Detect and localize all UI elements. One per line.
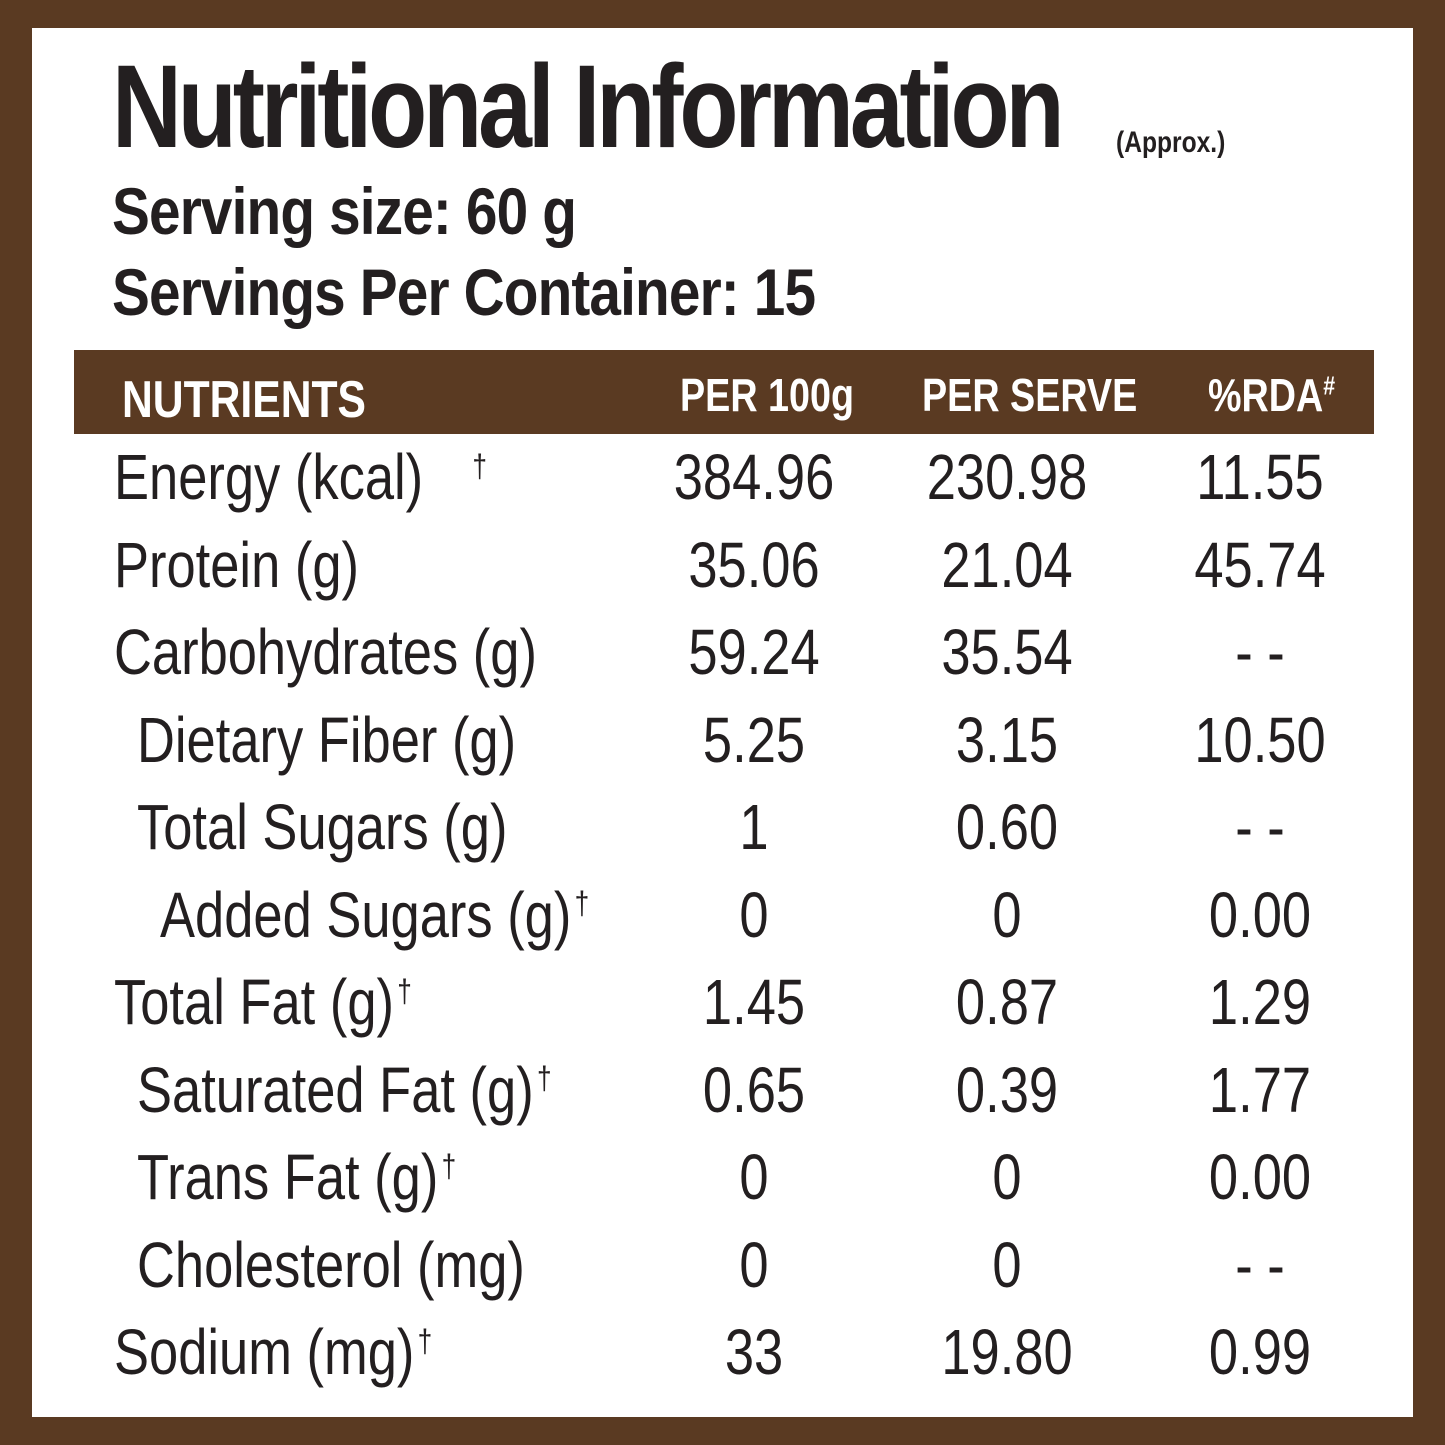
table-row: Protein (g) 35.06 21.04 45.74 [32, 528, 1413, 616]
value-rda: 0.00 [1208, 878, 1312, 951]
value-rda: 11.55 [1196, 441, 1324, 513]
header-rda-label: %RDA [1208, 369, 1324, 421]
dagger-mark: † [472, 447, 487, 484]
nutrient-label: Sodium (mg) [114, 1316, 415, 1388]
value-per-serve: 0.87 [955, 966, 1059, 1038]
nutrient-label: Carbohydrates (g) [114, 616, 537, 688]
serving-size: Serving size: 60 g [112, 174, 577, 248]
value-rda: 0.99 [1208, 1316, 1312, 1388]
nutrition-panel: Nutritional Information (Approx.) Servin… [32, 28, 1413, 1417]
nutrient-name: Trans Fat (g) † [137, 1140, 456, 1214]
table-row: Trans Fat (g) † 0 0 0.00 [32, 1140, 1413, 1228]
value-per-100g: 59.24 [688, 616, 820, 688]
dagger-mark: † [441, 1147, 457, 1184]
value-per-100g: 0 [739, 878, 769, 951]
title-block: Nutritional Information (Approx.) [112, 48, 1249, 166]
table-row: Total Fat (g) † 1.45 0.87 1.29 [32, 965, 1413, 1053]
value-per-serve: 0 [992, 878, 1022, 951]
nutrient-name: Sodium (mg) † [114, 1315, 432, 1389]
nutrient-name: Cholesterol (mg) [137, 1228, 525, 1302]
rda-hash-mark: # [1323, 370, 1336, 401]
table-row: Cholesterol (mg) 0 0 - - [32, 1228, 1413, 1316]
servings-per-container: Servings Per Container: 15 [112, 255, 816, 329]
dagger-mark: † [417, 1322, 433, 1359]
value-per-serve: 0.39 [955, 1053, 1059, 1126]
header-nutrients: NUTRIENTS [122, 371, 367, 429]
value-per-100g: 35.06 [688, 528, 820, 601]
table-row: Saturated Fat (g) † 0.65 0.39 1.77 [32, 1053, 1413, 1141]
value-per-serve: 0 [992, 1228, 1022, 1301]
value-per-100g: 1.45 [702, 966, 806, 1038]
nutrient-label: Total Sugars (g) [137, 791, 508, 863]
nutrient-name: Total Fat (g) † [114, 965, 412, 1039]
nutrient-label: Total Fat (g) [114, 966, 394, 1038]
value-per-serve: 21.04 [941, 528, 1073, 601]
value-per-serve: 35.54 [941, 616, 1073, 688]
nutrient-name: Total Sugars (g) [137, 790, 507, 864]
value-per-100g: 1 [739, 791, 769, 863]
header-rda: %RDA# [1208, 368, 1335, 422]
value-per-100g: 33 [724, 1316, 784, 1388]
header-per-100g: PER 100g [680, 369, 855, 421]
header-per-serve: PER SERVE [922, 369, 1138, 421]
value-per-100g: 5.25 [702, 703, 806, 776]
value-rda: 0.00 [1208, 1141, 1312, 1213]
table-row: Energy (kcal) † 384.96 230.98 11.55 [32, 440, 1413, 528]
nutrient-name: Added Sugars (g) † [160, 878, 589, 952]
nutrient-name: Saturated Fat (g) † [137, 1053, 552, 1127]
nutrient-name: Energy (kcal) † [114, 440, 487, 514]
value-per-100g: 0 [739, 1141, 769, 1213]
nutrient-label: Cholesterol (mg) [137, 1228, 525, 1301]
table-row: Added Sugars (g) † 0 0 0.00 [32, 878, 1413, 966]
value-rda: 1.77 [1208, 1053, 1312, 1126]
nutrient-label: Added Sugars (g) [160, 878, 572, 951]
value-per-serve: 19.80 [941, 1316, 1073, 1388]
value-per-100g: 384.96 [673, 441, 835, 513]
value-per-serve: 0.60 [955, 791, 1059, 863]
nutrient-name: Dietary Fiber (g) [137, 703, 516, 777]
approx-note: (Approx.) [1116, 126, 1226, 159]
value-per-100g: 0 [739, 1228, 769, 1301]
nutrient-label: Trans Fat (g) [137, 1141, 439, 1213]
value-rda: - - [1235, 1228, 1285, 1301]
table-row: Sodium (mg) † 33 19.80 0.99 [32, 1315, 1413, 1403]
table-row: Carbohydrates (g) 59.24 35.54 - - [32, 615, 1413, 703]
nutrient-label: Saturated Fat (g) [137, 1053, 534, 1126]
value-rda: 1.29 [1208, 966, 1312, 1038]
nutrient-label: Energy (kcal) [114, 441, 424, 513]
nutrient-label: Dietary Fiber (g) [137, 703, 517, 776]
table-header: NUTRIENTS PER 100g PER SERVE %RDA# [74, 350, 1374, 434]
value-rda: - - [1235, 616, 1285, 688]
value-per-serve: 230.98 [926, 441, 1088, 513]
dagger-mark: † [536, 1060, 552, 1097]
value-rda: 45.74 [1194, 528, 1326, 601]
value-rda: - - [1235, 791, 1285, 863]
nutrient-name: Carbohydrates (g) [114, 615, 537, 689]
value-rda: 10.50 [1194, 703, 1326, 776]
value-per-serve: 3.15 [955, 703, 1059, 776]
table-row: Total Sugars (g) 1 0.60 - - [32, 790, 1413, 878]
value-per-100g: 0.65 [702, 1053, 806, 1126]
page-title: Nutritional Information [112, 41, 1065, 173]
dagger-mark: † [397, 972, 412, 1009]
dagger-mark: † [574, 885, 590, 922]
value-per-serve: 0 [992, 1141, 1022, 1213]
nutrient-name: Protein (g) [114, 528, 359, 602]
table-row: Dietary Fiber (g) 5.25 3.15 10.50 [32, 703, 1413, 791]
nutrient-label: Protein (g) [114, 528, 360, 601]
